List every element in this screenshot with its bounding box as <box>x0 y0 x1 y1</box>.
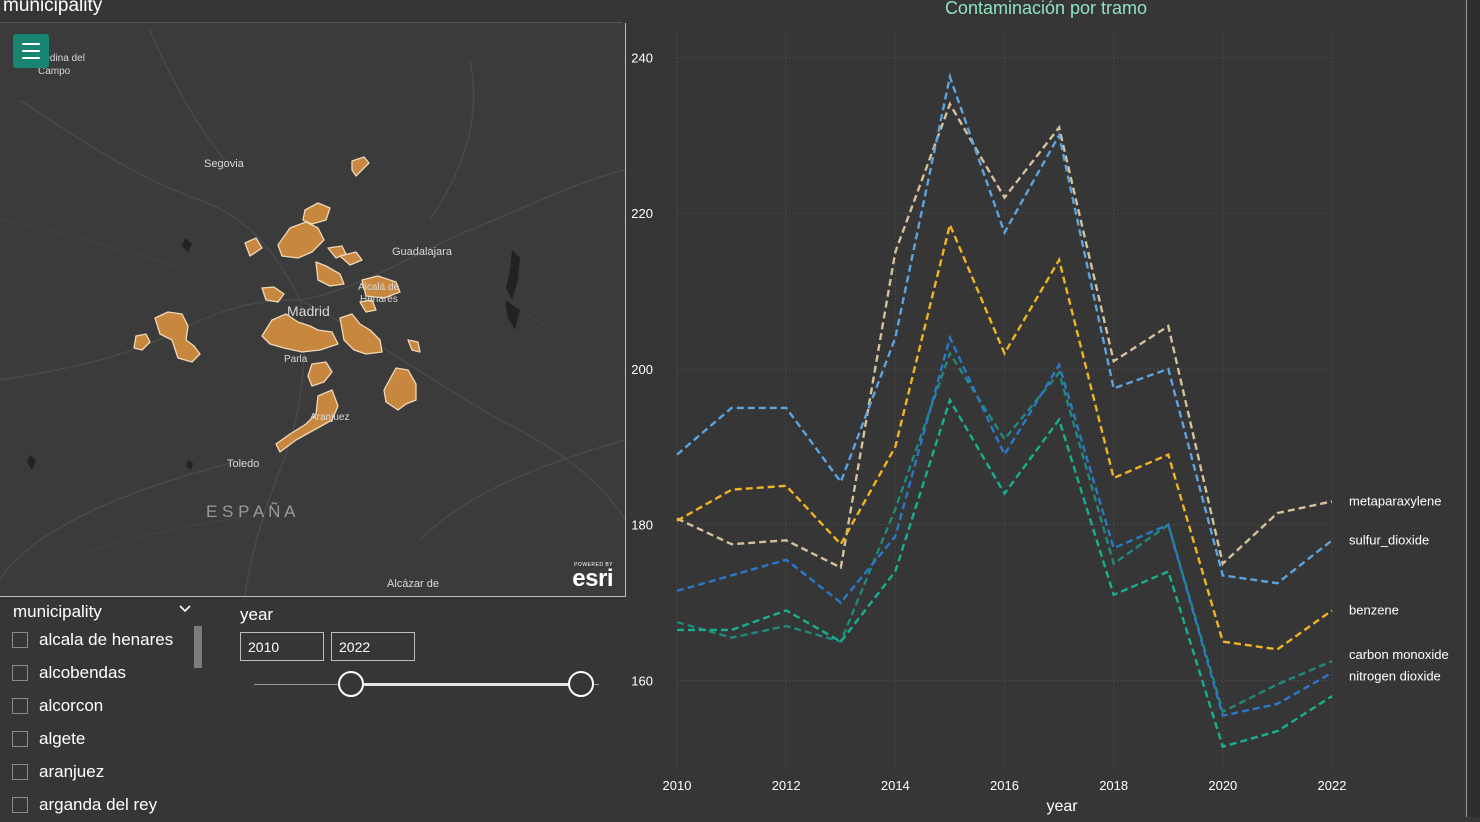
list-item[interactable]: alcala de henares <box>12 627 173 653</box>
grid: 160 180 200 220 240 2010 2012 2014 2016 2018 2020 2… <box>631 34 1346 793</box>
municipality-filter: municipality alcala de henares alcobenda… <box>0 597 210 817</box>
list-item[interactable]: algete <box>12 726 85 752</box>
chart-title: Contaminación por tramo <box>945 0 1147 18</box>
list-item[interactable]: aranjuez <box>12 759 104 785</box>
checkbox[interactable] <box>12 632 28 648</box>
year-end-input[interactable] <box>331 632 415 661</box>
svg-text:Madrid: Madrid <box>287 303 330 319</box>
x-tick-label: 2014 <box>881 778 910 793</box>
x-axis-label: year <box>1046 798 1078 815</box>
y-tick-label: 240 <box>631 50 653 65</box>
basemap: Medina del Campo Segovia Guadalajara Alc… <box>0 29 625 596</box>
checkbox[interactable] <box>12 764 28 780</box>
hamburger-icon-line <box>22 43 40 45</box>
series-line-metaparaxylene <box>676 101 1333 570</box>
checkbox[interactable] <box>12 698 28 714</box>
map-panel: municipality <box>0 0 626 597</box>
esri-logo: POWERED BY esri <box>572 562 613 592</box>
svg-text:Toledo: Toledo <box>227 458 259 470</box>
map-title-divider <box>0 22 622 23</box>
list-item[interactable]: alcobendas <box>12 660 126 686</box>
chevron-down-icon[interactable] <box>178 604 192 614</box>
hamburger-icon-line <box>22 50 40 52</box>
right-scroll-edge <box>1466 0 1480 817</box>
y-tick-label: 160 <box>631 674 653 689</box>
svg-text:Aranjuez: Aranjuez <box>310 412 349 423</box>
svg-text:Segovia: Segovia <box>204 158 245 170</box>
svg-text:Alcalá de: Alcalá de <box>358 282 400 293</box>
series-end-label: benzene <box>1349 602 1399 617</box>
series-end-label: carbon monoxide <box>1349 647 1449 662</box>
y-tick-label: 220 <box>631 206 653 221</box>
map-title: municipality <box>3 0 103 16</box>
series-line-unlabeled <box>677 397 1333 749</box>
svg-text:Henares: Henares <box>360 294 398 305</box>
map-canvas[interactable]: Medina del Campo Segovia Guadalajara Alc… <box>0 23 626 597</box>
svg-text:Parla: Parla <box>284 354 308 365</box>
x-tick-label: 2010 <box>663 778 692 793</box>
list-item[interactable]: arganda del rey <box>12 792 157 818</box>
year-filter: year <box>238 597 618 707</box>
x-tick-label: 2020 <box>1208 778 1237 793</box>
list-item[interactable]: alcorcon <box>12 693 103 719</box>
series-end-label: metaparaxylene <box>1349 493 1442 508</box>
municipality-filter-title: municipality <box>13 602 102 621</box>
series-end-label: nitrogen dioxide <box>1349 669 1441 684</box>
x-tick-label: 2018 <box>1099 778 1128 793</box>
svg-text:Guadalajara: Guadalajara <box>392 246 453 258</box>
y-tick-label: 200 <box>631 362 653 377</box>
x-tick-label: 2012 <box>772 778 801 793</box>
svg-text:E S P A Ñ A: E S P A Ñ A <box>206 502 296 521</box>
year-start-input[interactable] <box>240 632 324 661</box>
year-slider-end-handle[interactable] <box>568 671 594 697</box>
series-line-carbon-monoxide <box>676 350 1333 714</box>
year-slider-start-handle[interactable] <box>338 671 364 697</box>
svg-text:Alcázar de: Alcázar de <box>387 578 439 590</box>
x-tick-label: 2016 <box>990 778 1019 793</box>
checkbox[interactable] <box>12 797 28 813</box>
municipality-regions <box>133 156 421 453</box>
y-tick-label: 180 <box>631 518 653 533</box>
x-tick-label: 2022 <box>1318 778 1347 793</box>
series-end-label: sulfur_dioxide <box>1349 532 1429 547</box>
checkbox[interactable] <box>12 731 28 747</box>
year-slider-range <box>351 683 581 686</box>
series-line-benzene <box>676 221 1333 651</box>
svg-text:Medina del: Medina del <box>36 53 85 64</box>
map-menu-button[interactable] <box>13 34 49 68</box>
hamburger-icon-line <box>22 57 40 59</box>
svg-text:Campo: Campo <box>38 66 71 77</box>
series-line-sulfur-dioxide <box>676 72 1333 585</box>
list-scrollbar[interactable] <box>194 626 202 668</box>
checkbox[interactable] <box>12 665 28 681</box>
chart-panel: 160 180 200 220 240 2010 2012 2014 2016 2018 2020 2… <box>626 0 1466 817</box>
year-filter-title: year <box>240 605 274 624</box>
line-chart: 160 180 200 220 240 2010 2012 2014 2016 2018 2020 2… <box>631 0 1449 815</box>
series-line-nitrogen-dioxide <box>676 334 1333 718</box>
